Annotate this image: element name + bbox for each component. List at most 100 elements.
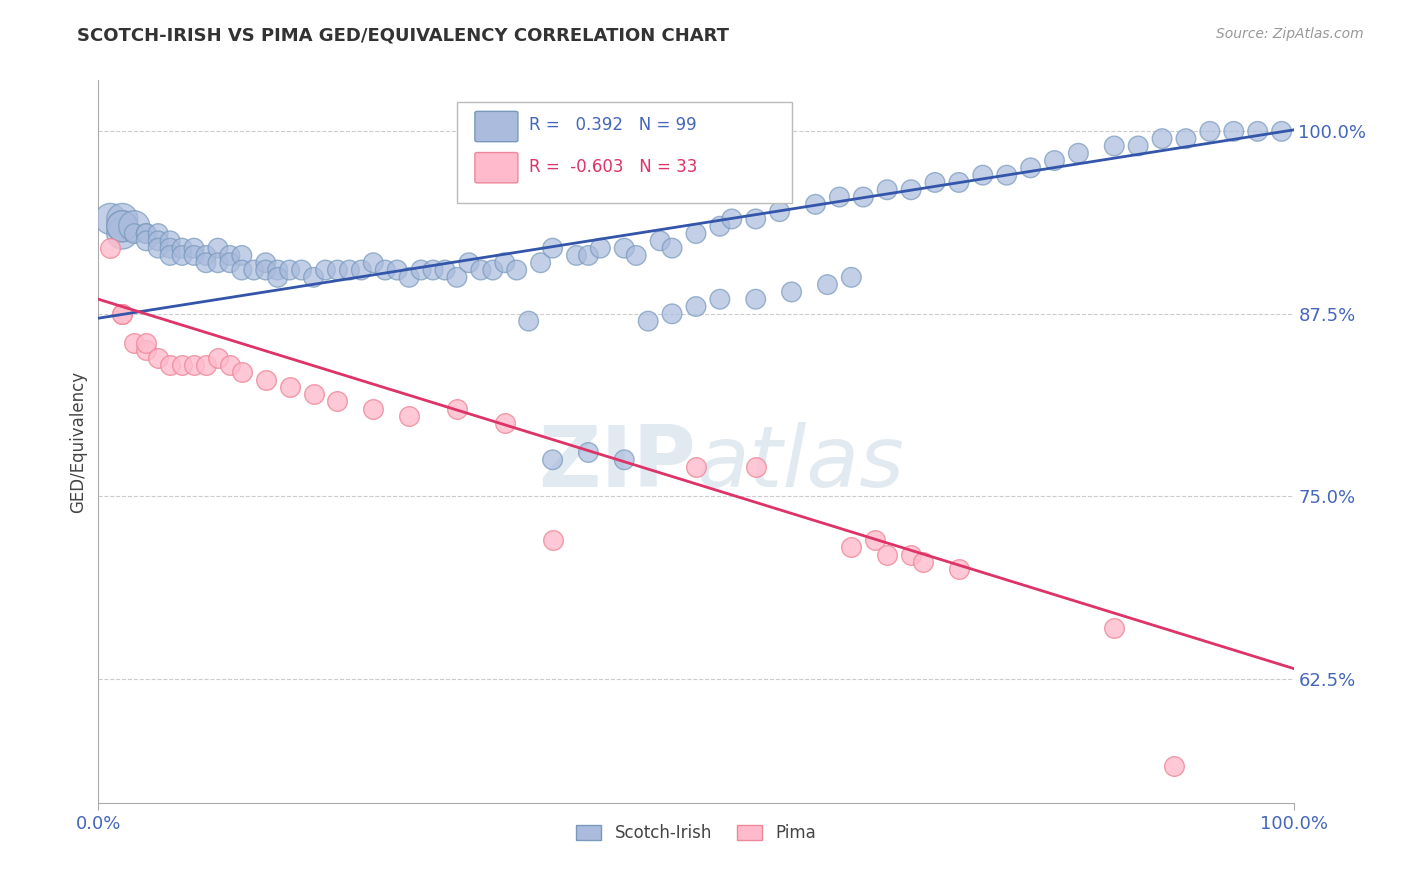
Point [541,241,564,255]
Point [111,307,134,321]
Point [613,452,636,467]
Point [709,219,731,234]
Point [267,270,290,285]
Point [159,241,181,255]
Point [745,460,768,475]
Point [685,300,707,314]
Point [911,555,934,569]
FancyBboxPatch shape [475,112,517,142]
Point [172,358,194,372]
Point [111,219,134,234]
Point [98,211,122,226]
Point [1163,759,1185,773]
Point [685,227,707,241]
Point [135,343,157,358]
Point [1104,621,1126,635]
Point [207,351,229,365]
Point [231,263,253,277]
Point [291,263,314,277]
Point [446,401,468,416]
Point [745,211,768,226]
Point [530,256,553,270]
Point [374,263,396,277]
Point [195,358,218,372]
Point [363,401,385,416]
Text: R =  -0.603   N = 33: R = -0.603 N = 33 [529,158,697,176]
Point [111,211,134,226]
Point [721,211,744,226]
Point [183,358,205,372]
Point [948,176,970,190]
Legend: Scotch-Irish, Pima: Scotch-Irish, Pima [569,817,823,848]
Point [1043,153,1066,168]
Point [159,358,181,372]
Point [541,452,564,467]
Point [1199,124,1222,138]
Point [1152,131,1174,145]
Point [578,445,600,459]
Point [339,263,361,277]
Point [876,548,898,562]
Point [195,248,218,262]
Point [159,234,181,248]
Point [470,263,492,277]
Point [398,270,420,285]
Point [219,358,242,372]
Point [111,307,134,321]
Point [494,417,516,431]
Point [326,394,349,409]
Point [385,263,409,277]
Point [398,409,420,423]
Point [494,256,516,270]
Point [350,263,373,277]
Point [1175,131,1198,145]
Text: atlas: atlas [696,422,904,505]
Point [804,197,827,211]
Point [135,227,157,241]
Point [195,256,218,270]
Point [315,263,337,277]
Point [219,248,242,262]
Point [1223,124,1246,138]
Point [1067,146,1090,161]
Point [780,285,803,299]
Point [589,241,612,255]
Point [148,241,170,255]
Point [865,533,887,547]
Point [267,263,290,277]
Point [648,234,672,248]
Point [183,241,205,255]
Point [148,234,170,248]
Point [302,270,325,285]
Point [326,263,349,277]
Point [231,248,253,262]
Text: ZIP: ZIP [538,422,696,505]
Point [745,292,768,306]
Point [852,190,875,204]
Point [98,241,122,255]
Point [517,314,540,328]
Point [972,168,994,182]
Point [148,227,170,241]
Point [363,256,385,270]
Point [446,270,468,285]
Point [637,314,659,328]
Point [434,263,457,277]
FancyBboxPatch shape [457,102,792,203]
Point [1271,124,1294,138]
Point [506,263,529,277]
Point [924,176,946,190]
Point [481,263,505,277]
Point [709,292,731,306]
Point [1128,139,1150,153]
Point [841,270,863,285]
Point [613,241,636,255]
Point [661,307,683,321]
Point [124,227,146,241]
Point [172,241,194,255]
Point [135,234,157,248]
Point [219,256,242,270]
Point [111,219,134,234]
Point [541,533,564,547]
Point [685,460,707,475]
